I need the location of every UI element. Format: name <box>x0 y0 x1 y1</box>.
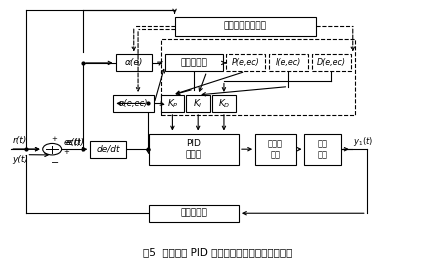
Text: r(t): r(t) <box>13 136 27 145</box>
Text: ec(t): ec(t) <box>64 138 85 147</box>
Text: 称重传感器: 称重传感器 <box>180 209 207 218</box>
Bar <box>164 54 222 71</box>
Bar <box>212 95 235 112</box>
Text: −: − <box>51 158 59 168</box>
Text: $K_P$: $K_P$ <box>166 97 178 110</box>
Text: $K_D$: $K_D$ <box>217 97 230 110</box>
Text: $y_1(t)$: $y_1(t)$ <box>352 135 372 148</box>
Bar <box>304 134 340 165</box>
Text: P(e,ec): P(e,ec) <box>231 58 259 67</box>
Text: 论域伸缩调整函数: 论域伸缩调整函数 <box>224 22 266 31</box>
Bar <box>148 134 238 165</box>
Text: e(t): e(t) <box>66 138 82 147</box>
Text: de/dt: de/dt <box>96 145 119 154</box>
Text: +: + <box>63 149 69 155</box>
Bar <box>148 205 238 222</box>
Text: PID
控制器: PID 控制器 <box>185 139 201 159</box>
Text: +: + <box>51 136 57 142</box>
Text: α(e,ec): α(e,ec) <box>119 99 148 108</box>
Bar <box>254 134 295 165</box>
Circle shape <box>43 143 62 155</box>
Text: α(e): α(e) <box>124 58 143 67</box>
Bar <box>268 54 307 71</box>
Bar <box>186 95 210 112</box>
Text: y(t): y(t) <box>13 155 29 164</box>
Text: I(e,ec): I(e,ec) <box>275 58 300 67</box>
Text: 图5  改进模糊 PID 控制器的包装机称重控制系统: 图5 改进模糊 PID 控制器的包装机称重控制系统 <box>142 248 292 257</box>
Bar <box>89 141 126 158</box>
Text: 模糊控制器: 模糊控制器 <box>180 58 207 67</box>
Bar <box>113 95 154 112</box>
Text: $K_I$: $K_I$ <box>193 97 203 110</box>
Bar <box>311 54 350 71</box>
Bar <box>160 95 184 112</box>
Text: 精给料
阀门: 精给料 阀门 <box>267 139 283 159</box>
Bar <box>115 54 151 71</box>
Text: D(e,ec): D(e,ec) <box>316 58 345 67</box>
Text: 称重
料斗: 称重 料斗 <box>317 139 327 159</box>
Bar <box>226 54 264 71</box>
Bar <box>174 17 316 36</box>
Bar <box>160 39 354 115</box>
